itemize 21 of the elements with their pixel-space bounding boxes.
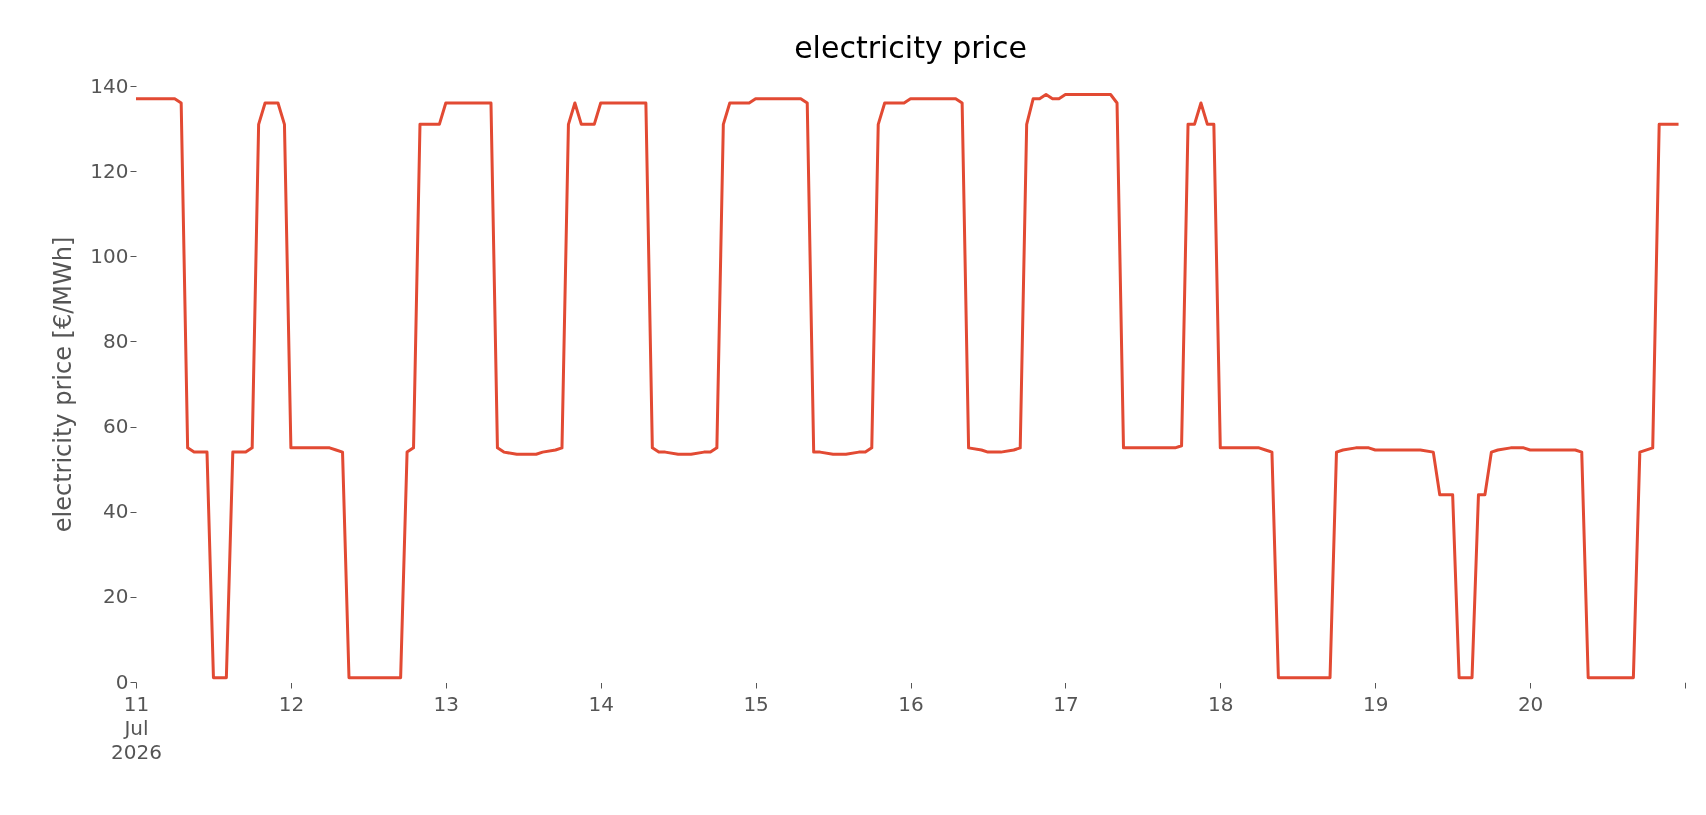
x-tick-label: 14 — [588, 691, 614, 716]
x-tick-label: 11 Jul 2026 — [111, 691, 162, 764]
y-tick-label: 80 — [103, 328, 129, 353]
x-tick-label: 13 — [433, 691, 460, 716]
chart-title: electricity price — [794, 30, 1027, 65]
y-tick-label: 120 — [90, 158, 129, 183]
x-tick-label: 15 — [743, 691, 769, 716]
y-axis-title: electricity price [€/MWh] — [49, 236, 78, 533]
y-tick-label: 0 — [115, 669, 129, 694]
y-tick-label: 100 — [90, 243, 129, 268]
x-tick-label: 12 — [278, 691, 305, 716]
y-tick-label: 20 — [103, 584, 129, 609]
y-tick-label: 140 — [90, 73, 129, 98]
x-tick-label: 20 — [1517, 691, 1544, 716]
line-series — [136, 93, 1681, 680]
x-tick-label: 17 — [1053, 691, 1079, 716]
x-tick-label: 16 — [898, 691, 924, 716]
y-tick-label: 60 — [103, 414, 129, 439]
y-tick-label: 40 — [103, 499, 129, 524]
x-tick-label: 18 — [1208, 691, 1234, 716]
x-tick-label: 19 — [1362, 691, 1389, 716]
